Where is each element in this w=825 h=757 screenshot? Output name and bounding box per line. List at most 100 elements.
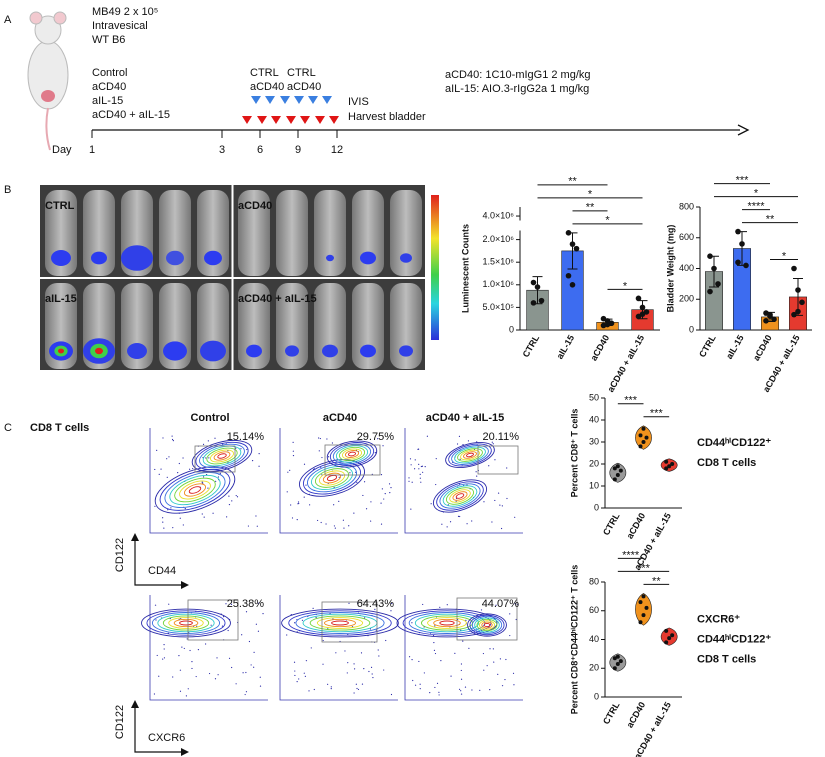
day-tick-label: 9 [295,144,301,156]
event-dot [446,604,448,606]
contour [314,468,350,488]
event-dot [513,684,515,686]
event-dot [245,691,248,693]
event-dot [410,464,412,466]
event-dot [343,527,345,529]
data-point [799,299,805,306]
event-dot [377,649,379,651]
violin [635,425,652,450]
event-dot [429,692,431,694]
event-dot [305,484,307,486]
event-dot [458,688,461,690]
event-dot [380,474,383,476]
dose-marker [271,116,281,124]
signal [285,345,299,357]
y-tick-label: 30 [589,436,599,446]
data-point [612,656,617,661]
gate-percentage: 44.07% [482,598,520,610]
data-point [638,444,643,449]
event-dot [353,663,355,665]
event-dot [257,630,260,632]
data-point [639,311,646,317]
data-point [667,636,672,641]
event-dot [409,458,412,460]
event-dot [434,625,436,627]
event-dot [455,500,457,502]
event-dot [362,494,364,497]
data-point [615,654,620,659]
event-dot [219,472,221,474]
data-point [641,426,646,431]
event-dot [333,486,335,489]
contour [288,610,392,636]
event-dot [363,668,365,670]
event-dot [483,669,485,671]
event-dot [160,468,162,470]
event-dot [303,463,306,465]
contour [466,452,474,458]
x-tick-label: aCD40 [625,511,648,540]
event-dot [505,658,507,661]
event-dot [184,508,186,510]
data-point [615,464,620,469]
plot-frame [279,428,398,534]
event-dot [460,678,463,680]
contour [436,481,484,511]
contour [310,465,354,491]
x-tick-label: aCD40 + aIL-15 [605,333,646,394]
data-point [618,468,623,473]
gate [194,445,236,473]
significance-label: *** [637,562,651,574]
contour [162,615,210,631]
event-dot [291,517,294,519]
event-dot [418,463,420,465]
data-point [569,282,576,288]
event-dot [434,686,436,689]
event-dot [501,685,504,687]
dose-marker [265,96,275,104]
data-point [667,464,672,469]
event-dot [321,456,323,459]
event-dot [258,465,260,467]
event-dot [327,683,329,685]
event-dot [294,670,296,672]
event-dot [179,690,182,692]
event-dot [419,683,421,685]
contour [338,446,366,462]
event-dot [383,669,385,671]
event-dot [459,458,461,460]
y-tick-label: 800 [679,201,694,211]
event-dot [330,688,332,690]
event-dot [192,467,194,470]
contour [449,489,471,503]
mouse-image [390,190,422,276]
contour [309,615,371,631]
event-dot [342,519,344,521]
event-dot [458,435,461,437]
event-dot [500,527,503,530]
event-dot [244,693,246,696]
x-tick-label: aIL-15 [724,333,746,361]
y-tick-label: 60 [589,605,599,615]
x-tick-label: aCD40 [625,700,648,729]
significance-label: ** [586,202,595,214]
contour [408,612,486,634]
y-tick-label: 1.5×10⁶ [483,257,515,267]
event-dot [419,477,421,479]
event-dot [488,465,490,467]
event-dot [460,693,463,695]
event-dot [330,686,332,688]
mouse-image [238,190,270,276]
event-dot [225,603,227,605]
event-dot [411,481,413,483]
event-dot [491,521,493,523]
group-label: Control [92,67,127,79]
event-dot [166,476,168,478]
significance-label: ** [568,176,577,188]
event-dot [466,523,468,525]
contour [183,483,207,497]
event-dot [162,517,164,519]
event-dot [333,504,335,506]
contour [341,448,363,460]
day-tick-label: 6 [257,144,263,156]
